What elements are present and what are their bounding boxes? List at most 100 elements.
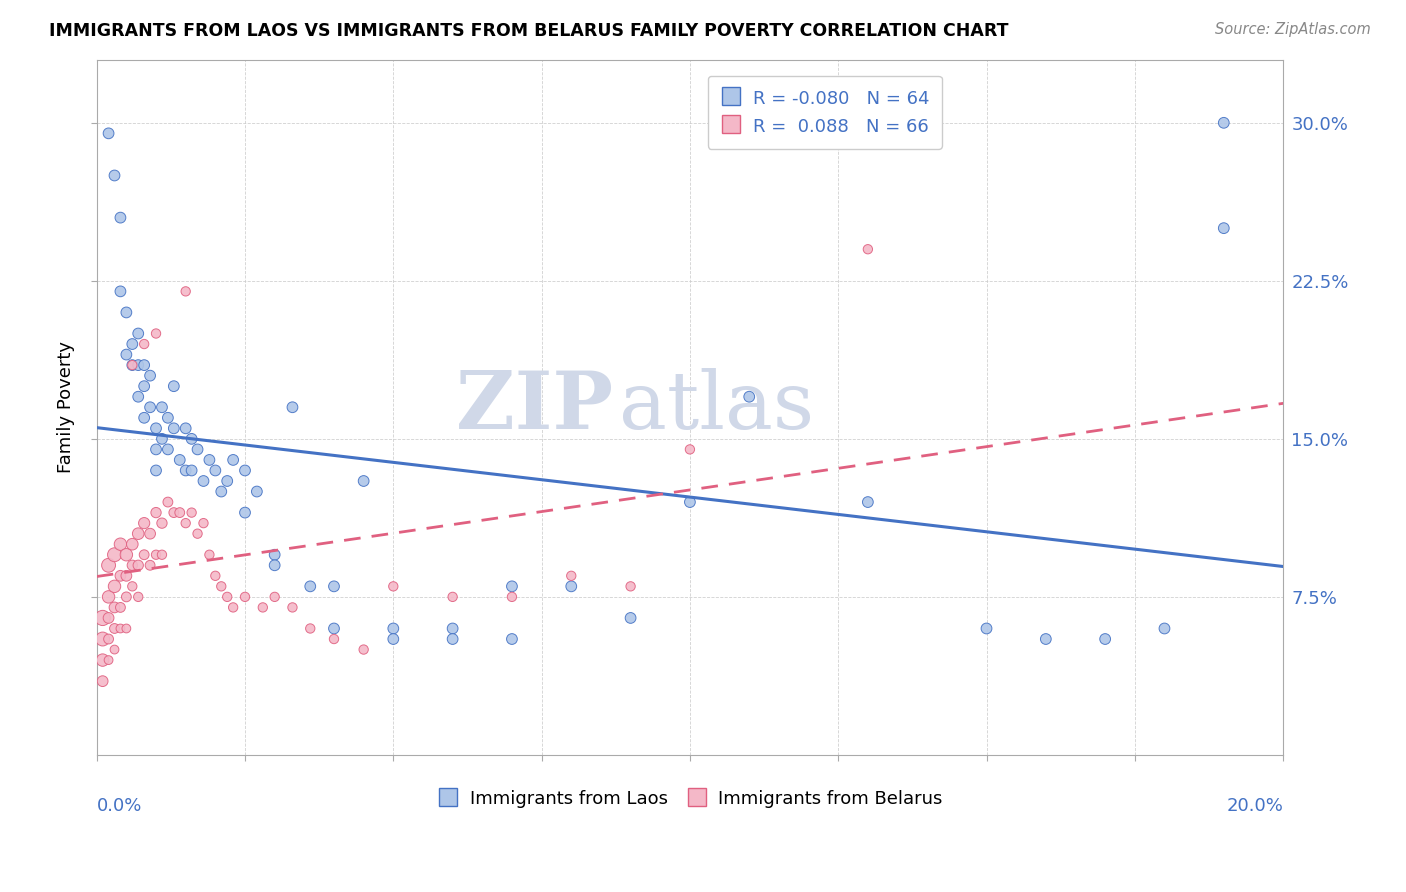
Point [187, 526, 209, 541]
Point [110, 537, 132, 551]
Point [139, 558, 162, 573]
Point [174, 285, 197, 299]
Text: IMMIGRANTS FROM LAOS VS IMMIGRANTS FROM BELARUS FAMILY POVERTY CORRELATION CHART: IMMIGRANTS FROM LAOS VS IMMIGRANTS FROM … [49, 22, 1008, 40]
Point [103, 622, 125, 636]
Text: ZIP: ZIP [456, 368, 613, 446]
Point [252, 600, 274, 615]
Point [91, 674, 114, 689]
Point [198, 453, 221, 467]
Point [134, 379, 156, 393]
Point [174, 516, 197, 530]
Point [145, 463, 167, 477]
Point [382, 632, 405, 646]
Point [353, 474, 375, 488]
Point [103, 642, 125, 657]
Point [441, 632, 464, 646]
Point [323, 632, 346, 646]
Point [501, 590, 523, 604]
Text: 20.0%: 20.0% [1226, 797, 1284, 814]
Point [150, 432, 173, 446]
Point [441, 622, 464, 636]
Point [115, 548, 138, 562]
Point [91, 632, 114, 646]
Point [263, 590, 285, 604]
Point [156, 495, 179, 509]
Point [163, 506, 186, 520]
Point [127, 326, 149, 341]
Point [110, 569, 132, 583]
Point [560, 569, 582, 583]
Point [97, 632, 120, 646]
Point [263, 558, 285, 573]
Point [97, 590, 120, 604]
Point [1212, 221, 1234, 235]
Point [115, 590, 138, 604]
Point [180, 432, 202, 446]
Point [127, 558, 149, 573]
Point [121, 537, 143, 551]
Point [382, 622, 405, 636]
Point [134, 337, 156, 351]
Point [263, 548, 285, 562]
Point [353, 642, 375, 657]
Point [115, 305, 138, 319]
Point [145, 548, 167, 562]
Point [139, 368, 162, 383]
Point [97, 653, 120, 667]
Point [233, 590, 256, 604]
Point [139, 526, 162, 541]
Point [299, 622, 322, 636]
Text: Source: ZipAtlas.com: Source: ZipAtlas.com [1215, 22, 1371, 37]
Point [281, 600, 304, 615]
Y-axis label: Family Poverty: Family Poverty [58, 342, 75, 474]
Point [246, 484, 269, 499]
Point [217, 590, 239, 604]
Point [134, 516, 156, 530]
Point [679, 442, 702, 457]
Point [110, 622, 132, 636]
Point [180, 506, 202, 520]
Point [127, 358, 149, 372]
Text: atlas: atlas [619, 368, 814, 446]
Point [110, 600, 132, 615]
Point [97, 558, 120, 573]
Point [501, 579, 523, 593]
Point [174, 463, 197, 477]
Point [233, 506, 256, 520]
Point [145, 421, 167, 435]
Point [97, 126, 120, 140]
Point [204, 569, 226, 583]
Point [233, 463, 256, 477]
Point [222, 600, 245, 615]
Point [209, 484, 232, 499]
Point [103, 600, 125, 615]
Point [97, 611, 120, 625]
Point [110, 211, 132, 225]
Point [193, 474, 215, 488]
Point [150, 548, 173, 562]
Point [679, 495, 702, 509]
Point [619, 579, 641, 593]
Point [103, 579, 125, 593]
Point [103, 548, 125, 562]
Point [91, 611, 114, 625]
Point [134, 358, 156, 372]
Point [115, 569, 138, 583]
Point [163, 421, 186, 435]
Point [323, 579, 346, 593]
Point [121, 337, 143, 351]
Point [619, 611, 641, 625]
Point [222, 453, 245, 467]
Point [169, 453, 191, 467]
Point [299, 579, 322, 593]
Point [560, 579, 582, 593]
Point [115, 622, 138, 636]
Point [382, 579, 405, 593]
Point [501, 632, 523, 646]
Point [198, 548, 221, 562]
Point [127, 590, 149, 604]
Point [193, 516, 215, 530]
Point [127, 526, 149, 541]
Point [1212, 116, 1234, 130]
Point [163, 379, 186, 393]
